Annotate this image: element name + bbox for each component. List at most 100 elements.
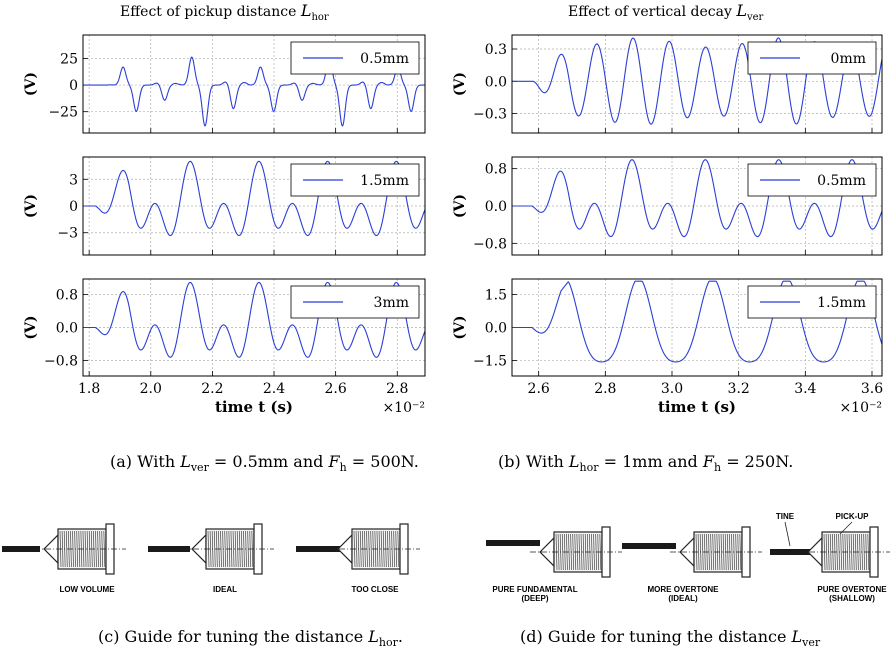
y-tick-label: 0.0 bbox=[56, 321, 78, 337]
pickup-drawing bbox=[182, 523, 274, 575]
y-axis-label: (V) bbox=[23, 315, 39, 339]
pickup-drawing bbox=[798, 526, 890, 578]
caption-a: (a) With Lver = 0.5mm and Fh = 500N. bbox=[110, 452, 419, 475]
series-line bbox=[83, 281, 425, 358]
guide-label: (IDEAL) bbox=[668, 594, 698, 603]
pickup-drawing bbox=[328, 523, 420, 575]
plot-panel-6: −1.5 0.0 1.5 2.6 2.8 3.0 3.2 3.4 3.6 (V) time t (s… bbox=[452, 278, 883, 416]
caption-b: (b) With Lhor = 1mm and Fh = 250N. bbox=[498, 452, 794, 475]
y-tick-label: 0 bbox=[69, 78, 78, 94]
series-line bbox=[83, 56, 425, 127]
y-tick-label: −3 bbox=[57, 226, 78, 242]
legend-entry: 0.5mm bbox=[360, 51, 409, 67]
plot-frame bbox=[511, 156, 883, 256]
y-tick-label: 0.3 bbox=[485, 42, 507, 58]
legend: 0mm bbox=[747, 41, 877, 75]
legend-entry: 0.5mm bbox=[817, 173, 866, 189]
x-tick-label: 2.4 bbox=[263, 381, 285, 397]
y-axis-label: (V) bbox=[23, 194, 39, 218]
y-tick-label: 25 bbox=[60, 51, 78, 67]
plot-panel-2: −0.3 0.0 0.3 (V) 0mm bbox=[452, 34, 883, 134]
x-tick-label: 2.0 bbox=[140, 381, 162, 397]
guide-label: MORE OVERTONE bbox=[648, 585, 720, 594]
plot-frame bbox=[82, 156, 426, 256]
plot-frame bbox=[82, 278, 426, 377]
x-tick-label: 2.6 bbox=[325, 381, 347, 397]
y-tick-label: 3 bbox=[69, 172, 78, 188]
x-tick-label: 2.8 bbox=[594, 381, 616, 397]
legend: 0.5mm bbox=[747, 163, 877, 197]
plot-panel-5: −0.8 0.0 0.8 1.8 2.0 2.2 2.4 2.6 2.8 (V) time t (s… bbox=[23, 278, 426, 416]
y-tick-label: −0.8 bbox=[44, 353, 78, 369]
legend: 0.5mm bbox=[290, 41, 420, 75]
left-column-title: Effect of pickup distance Lhor bbox=[120, 1, 329, 23]
x-tick-label: 2.2 bbox=[201, 381, 223, 397]
guide-label: TINE bbox=[776, 512, 795, 521]
x-tick-label: 2.6 bbox=[528, 381, 550, 397]
y-tick-label: 0.8 bbox=[56, 288, 78, 304]
y-axis-label: (V) bbox=[452, 194, 468, 218]
series-line bbox=[512, 280, 882, 363]
x-tick-label: 3.0 bbox=[661, 381, 683, 397]
x-tick-label: 2.8 bbox=[386, 381, 408, 397]
legend-entry: 1.5mm bbox=[360, 173, 409, 189]
tine-bar bbox=[770, 549, 810, 555]
legend: 3mm bbox=[290, 285, 420, 319]
x-tick-label: 3.4 bbox=[794, 381, 816, 397]
tine-bar bbox=[148, 546, 190, 552]
tine-bar bbox=[486, 540, 540, 546]
x-axis-label: time t (s) bbox=[215, 398, 293, 416]
guide-label: TOO CLOSE bbox=[352, 585, 400, 594]
x-axis-multiplier: ×10⁻² bbox=[839, 400, 882, 416]
callout-line bbox=[784, 521, 791, 547]
pickup-drawing bbox=[670, 526, 762, 578]
y-axis-label: (V) bbox=[452, 315, 468, 339]
legend-entry: 0mm bbox=[831, 51, 866, 67]
tine-bar bbox=[2, 546, 40, 552]
series-line bbox=[512, 159, 882, 238]
right-column-title: Effect of vertical decay Lver bbox=[568, 1, 764, 23]
y-tick-label: −1.5 bbox=[473, 354, 507, 370]
legend: 1.5mm bbox=[290, 163, 420, 197]
guide-label: PURE OVERTONE bbox=[817, 585, 887, 594]
y-axis-label: (V) bbox=[23, 72, 39, 96]
tine-bar bbox=[622, 543, 676, 549]
legend-entry: 3mm bbox=[374, 295, 409, 311]
x-axis-label: time t (s) bbox=[658, 398, 736, 416]
y-tick-label: 0.8 bbox=[485, 162, 507, 178]
caption-c: (c) Guide for tuning the distance Lhor. bbox=[98, 627, 403, 650]
y-tick-label: 1.5 bbox=[485, 287, 507, 303]
guide-label: IDEAL bbox=[213, 585, 237, 594]
y-tick-label: 0.0 bbox=[485, 199, 507, 215]
plot-panel-4: −0.8 0.0 0.8 (V) 0.5mm bbox=[452, 156, 883, 256]
guide-label: PURE FUNDAMENTAL bbox=[492, 585, 577, 594]
y-tick-label: −0.8 bbox=[473, 236, 507, 252]
pickup-drawing bbox=[530, 526, 622, 578]
plot-panel-3: −3 0 3 (V) 1.5mm bbox=[23, 156, 426, 256]
legend: 1.5mm bbox=[747, 285, 877, 319]
y-tick-label: −0.3 bbox=[473, 107, 507, 123]
guide-label: (SHALLOW) bbox=[829, 594, 875, 603]
x-axis-multiplier: ×10⁻² bbox=[382, 400, 425, 416]
x-tick-label: 3.6 bbox=[861, 381, 883, 397]
callout-line bbox=[839, 521, 853, 535]
y-tick-label: −25 bbox=[48, 105, 78, 121]
legend-entry: 1.5mm bbox=[817, 295, 866, 311]
pickup-drawing bbox=[34, 523, 126, 575]
y-axis-label: (V) bbox=[452, 72, 468, 96]
plot-frame bbox=[511, 278, 883, 377]
caption-d: (d) Guide for tuning the distance Lver bbox=[520, 627, 821, 650]
x-tick-label: 3.2 bbox=[728, 381, 750, 397]
x-tick-label: 1.8 bbox=[78, 381, 100, 397]
plot-frame bbox=[82, 34, 426, 134]
plot-frame bbox=[511, 34, 883, 134]
guide-label: (DEEP) bbox=[521, 594, 548, 603]
series-line bbox=[83, 160, 425, 237]
y-tick-label: 0.0 bbox=[485, 321, 507, 337]
plot-panel-1: −25 0 25 (V) 0.5mm bbox=[23, 34, 426, 134]
guide-label: LOW VOLUME bbox=[59, 585, 115, 594]
y-tick-label: 0.0 bbox=[485, 74, 507, 90]
guide-label: PICK-UP bbox=[836, 512, 870, 521]
tine-bar bbox=[296, 546, 340, 552]
